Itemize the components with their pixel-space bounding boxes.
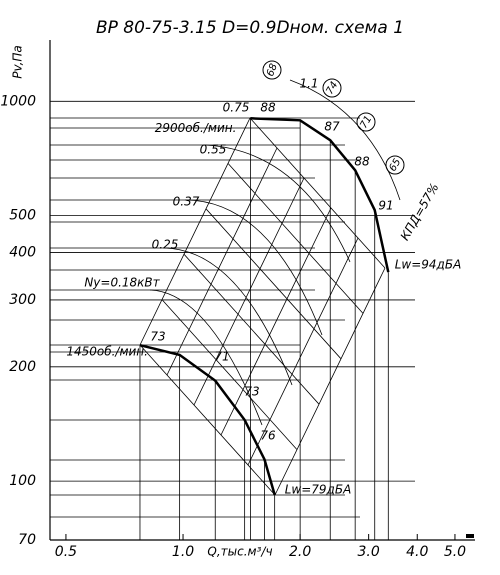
x-tick-label: 3.0 (358, 544, 380, 560)
annotation: 68 (265, 62, 280, 78)
power-curve (204, 144, 351, 263)
power-curve (184, 199, 323, 336)
y-tick-label: 500 (9, 208, 36, 224)
nomogram-line (247, 237, 359, 466)
annotation: Ny=0.18кВт (84, 276, 160, 290)
nomogram-line (220, 207, 332, 436)
nomogram-line (161, 299, 298, 450)
series-label: 1450об./мин. (66, 345, 148, 359)
annotation-circle (356, 112, 376, 132)
annotation: 76 (260, 429, 276, 443)
efficiency-arc (289, 79, 401, 201)
nomogram-line (249, 117, 386, 269)
y-tick-label: 1000 (0, 93, 36, 109)
y-tick-label: 300 (9, 292, 36, 308)
curve (139, 343, 276, 496)
nomogram-line (227, 163, 364, 314)
annotation: 87 (324, 120, 340, 134)
annotation: Lw=79дБА (285, 483, 352, 497)
x-tick-label: 5.0 (444, 544, 466, 560)
annotation-circle (262, 60, 282, 80)
curve (250, 117, 390, 273)
annotation: 73 (150, 330, 165, 344)
corner-mark (466, 534, 474, 538)
chart-title: ВР 80-75-3.15 D=0.9Dном. схема 1 (96, 18, 404, 38)
annotation: 91 (378, 199, 393, 213)
y-tick-label: 100 (9, 473, 36, 489)
annotation: 1.1 (299, 77, 318, 91)
annotation: 71 (214, 350, 229, 364)
annotation-circle (322, 78, 342, 98)
power-curve (149, 289, 263, 426)
annotation: КПД=57% (398, 181, 442, 243)
y-tick-label: 400 (9, 244, 36, 260)
annotation: Lw=94дБА (395, 258, 462, 272)
nomogram-line (183, 253, 320, 405)
annotation: 88 (354, 155, 370, 169)
y-tick-label: 70 (18, 532, 36, 548)
annotation: 0.75 (223, 101, 250, 115)
x-tick-label: 2.0 (289, 544, 311, 560)
x-tick-label: 4.0 (406, 544, 428, 560)
annotation: 88 (260, 101, 276, 115)
nomogram-line (139, 117, 251, 346)
y-axis-label: Pv,Па (11, 45, 25, 79)
nomogram-line (166, 147, 278, 376)
nomogram-line (205, 208, 342, 360)
annotation: 0.37 (173, 195, 200, 209)
y-tick-label: 200 (9, 359, 36, 375)
x-axis-label: Q,тыс.м³/ч (207, 545, 272, 559)
series-label: 2900об./мин. (155, 121, 237, 135)
annotation: 73 (244, 385, 259, 399)
x-tick-label: 1.0 (172, 544, 194, 560)
annotation: 0.25 (152, 238, 179, 252)
nomogram-line (193, 177, 305, 406)
x-tick-label: 0.5 (55, 544, 77, 560)
annotation-circle (385, 155, 405, 175)
annotation: 0.55 (200, 143, 227, 157)
power-curve (164, 247, 293, 386)
